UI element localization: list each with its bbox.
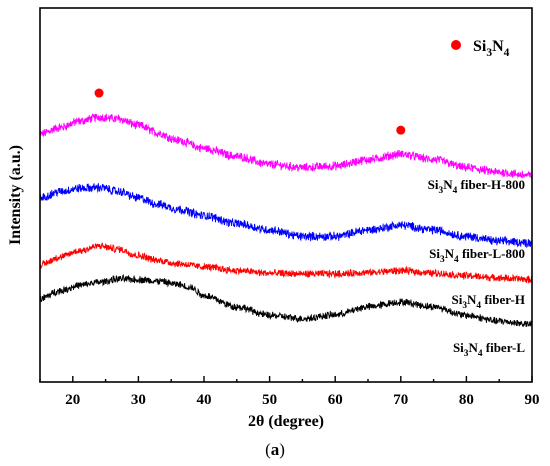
series-line-3 — [39, 273, 533, 327]
legend-label: Si3N4 — [473, 38, 510, 59]
peak-marker — [396, 125, 406, 135]
legend: Si3N4 — [451, 38, 510, 59]
x-tick-label: 90 — [525, 392, 540, 408]
x-tick-label: 70 — [393, 392, 408, 408]
x-tick-label: 80 — [459, 392, 474, 408]
marker-layer — [94, 88, 406, 135]
y-axis-title: Intensity (a.u.) — [7, 145, 24, 245]
series-label: Si3N4 fiber-L-800 — [429, 246, 525, 265]
series-line-2 — [39, 242, 533, 284]
x-tick-label: 40 — [197, 392, 212, 408]
peak-marker — [94, 88, 104, 98]
x-tick-label: 50 — [262, 392, 277, 408]
series-line-0 — [39, 113, 533, 180]
x-tick-label: 60 — [328, 392, 343, 408]
series-label-layer: Si3N4 fiber-H-800 Si3N4 fiber-L-800 Si3N4 … — [428, 177, 526, 359]
legend-marker — [451, 40, 461, 50]
tick-layer: 20 30 40 50 60 70 80 90 — [39, 376, 540, 408]
x-tick-label: 30 — [131, 392, 146, 408]
figure-caption: (a) — [265, 440, 285, 459]
x-axis-title: 2θ (degree) — [248, 413, 324, 430]
series-label: Si3N4 fiber-L — [453, 340, 525, 359]
series-line-1 — [39, 183, 533, 249]
series-layer — [39, 113, 533, 327]
series-label: Si3N4 fiber-H-800 — [428, 177, 525, 196]
series-label: Si3N4 fiber-H — [452, 292, 526, 311]
x-tick-label: 20 — [65, 392, 80, 408]
plot-frame — [39, 7, 533, 383]
